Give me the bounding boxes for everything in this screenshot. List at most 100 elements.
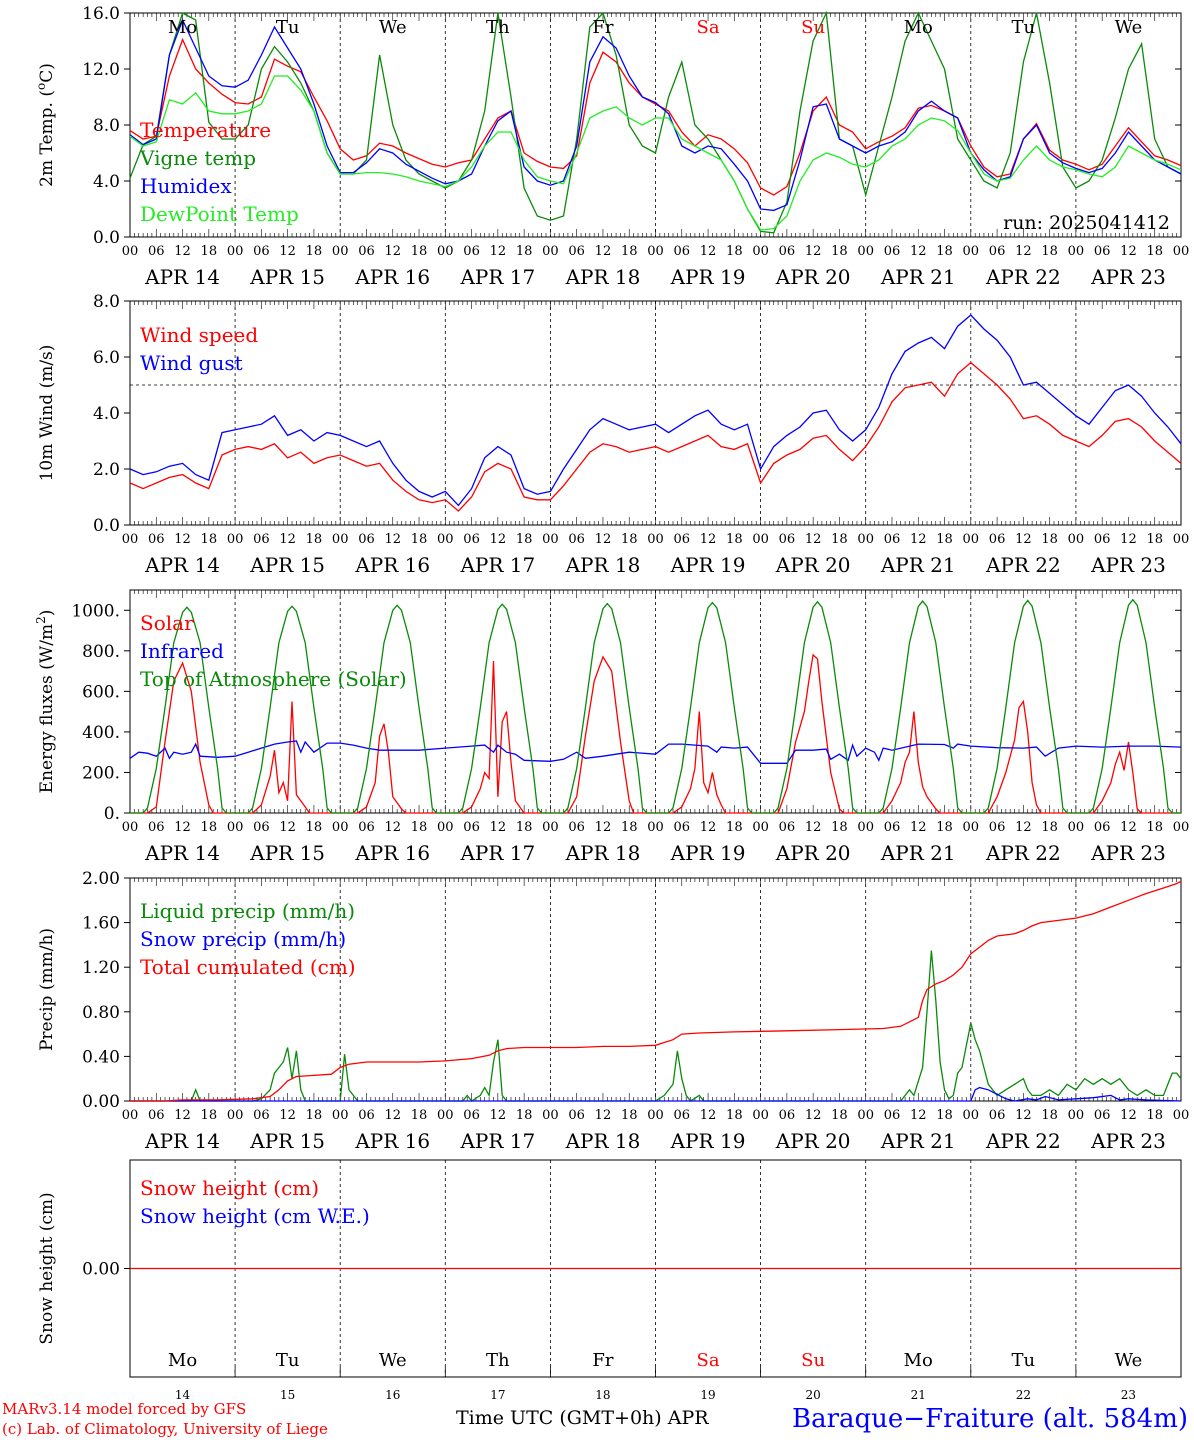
hour-tick-label: 18 xyxy=(1146,820,1163,835)
y-tick-label: 0.40 xyxy=(82,1047,120,1067)
hour-tick-label: 12 xyxy=(910,1108,927,1123)
y-axis-title: 2m Temp. (oC) xyxy=(34,63,57,187)
hour-tick-label: 18 xyxy=(516,820,533,835)
hour-tick-label: 00 xyxy=(542,1108,559,1123)
hour-tick-label: 06 xyxy=(989,1108,1006,1123)
hour-tick-label: 12 xyxy=(1015,244,1032,259)
legend-entry: Vigne temp xyxy=(139,146,256,170)
y-tick-label: 800. xyxy=(82,642,120,662)
hour-tick-label: 12 xyxy=(805,820,822,835)
weekday-label: Mo xyxy=(168,1350,197,1371)
station-title: Baraque−Fraiture (alt. 584m) xyxy=(792,1404,1188,1434)
day-number-label: 15 xyxy=(280,1388,295,1402)
hour-tick-label: 12 xyxy=(279,820,296,835)
hour-tick-label: 18 xyxy=(936,532,953,547)
hour-tick-label: 18 xyxy=(516,244,533,259)
date-label: APR 23 xyxy=(1090,1129,1166,1153)
hour-tick-label: 18 xyxy=(1041,244,1058,259)
day-number-label: 14 xyxy=(175,1388,191,1402)
hour-tick-label: 18 xyxy=(201,1108,218,1123)
hour-tick-label: 06 xyxy=(779,532,796,547)
hour-tick-label: 00 xyxy=(647,820,664,835)
hour-tick-label: 00 xyxy=(1068,1108,1085,1123)
weekday-label: Th xyxy=(486,1350,510,1371)
day-number-label: 19 xyxy=(700,1388,715,1402)
hour-tick-label: 00 xyxy=(1173,532,1190,547)
hour-tick-label: 12 xyxy=(910,532,927,547)
date-label: APR 20 xyxy=(775,1129,851,1153)
hour-tick-label: 12 xyxy=(595,244,612,259)
hour-tick-label: 06 xyxy=(568,1108,585,1123)
hour-tick-label: 12 xyxy=(805,244,822,259)
hour-tick-label: 00 xyxy=(122,532,139,547)
hour-tick-label: 12 xyxy=(1015,820,1032,835)
legend-entry: Total cumulated (cm) xyxy=(140,955,356,979)
hour-tick-label: 00 xyxy=(857,820,874,835)
hour-tick-label: 06 xyxy=(358,244,375,259)
legend-entry: Wind speed xyxy=(140,323,258,347)
legend-entry: Snow height (cm W.E.) xyxy=(140,1204,370,1228)
legend-entry: Solar xyxy=(140,611,194,635)
model-credit: MARv3.14 model forced by GFS xyxy=(2,1400,246,1418)
hour-tick-label: 00 xyxy=(437,820,454,835)
hour-tick-label: 18 xyxy=(201,532,218,547)
date-label: APR 23 xyxy=(1090,265,1166,289)
hour-tick-label: 00 xyxy=(647,1108,664,1123)
y-axis-unit: C) xyxy=(37,63,57,83)
hour-tick-label: 12 xyxy=(174,244,191,259)
hour-tick-label: 00 xyxy=(1068,244,1085,259)
hour-tick-label: 12 xyxy=(1015,1108,1032,1123)
hour-tick-label: 06 xyxy=(674,532,691,547)
hour-tick-label: 12 xyxy=(910,244,927,259)
y-axis-title: 10m Wind (m/s) xyxy=(37,345,57,482)
day-number-label: 21 xyxy=(911,1388,926,1402)
weekday-label: Fr xyxy=(592,1350,613,1371)
hour-tick-label: 00 xyxy=(752,244,769,259)
panel-wind: 0.0 2.0 4.0 6.0 8.0 10m Wind (m/s) Wind speed W… xyxy=(37,292,1189,577)
series-line-solar xyxy=(130,653,1181,814)
superscript: 2 xyxy=(34,616,48,624)
hour-tick-label: 18 xyxy=(411,532,428,547)
series-line-infrared xyxy=(129,740,1182,764)
y-tick-label: 6.0 xyxy=(93,348,120,368)
hour-tick-label: 00 xyxy=(437,532,454,547)
date-label: APR 20 xyxy=(775,553,851,577)
hour-tick-label: 00 xyxy=(857,532,874,547)
hour-tick-label: 00 xyxy=(332,244,349,259)
hour-tick-label: 00 xyxy=(963,244,980,259)
hour-tick-label: 12 xyxy=(1120,244,1137,259)
hour-tick-label: 18 xyxy=(1146,244,1163,259)
hour-tick-label: 06 xyxy=(779,1108,796,1123)
y-tick-label: 4.0 xyxy=(93,172,120,192)
y-tick-label: 0. xyxy=(104,804,120,824)
hour-tick-label: 18 xyxy=(201,820,218,835)
y-tick-label: 2.0 xyxy=(93,460,120,480)
hour-tick-label: 00 xyxy=(857,1108,874,1123)
y-axis-title: Precip (mm/h) xyxy=(37,928,57,1051)
y-axis-unit: ) xyxy=(37,610,57,617)
hour-tick-label: 00 xyxy=(963,820,980,835)
hour-tick-label: 12 xyxy=(384,244,401,259)
date-label: APR 22 xyxy=(985,1129,1061,1153)
hour-tick-label: 06 xyxy=(463,1108,480,1123)
hour-tick-label: 06 xyxy=(148,1108,165,1123)
series-line-wind-gust xyxy=(129,314,1182,507)
hour-tick-label: 18 xyxy=(411,820,428,835)
y-tick-label: 16.0 xyxy=(82,4,120,24)
hour-tick-label: 18 xyxy=(411,244,428,259)
hour-tick-label: 18 xyxy=(306,1108,323,1123)
hour-tick-label: 00 xyxy=(1068,820,1085,835)
hour-tick-label: 18 xyxy=(1041,1108,1058,1123)
date-label: APR 18 xyxy=(565,841,641,865)
hour-tick-label: 18 xyxy=(1041,532,1058,547)
hour-tick-label: 12 xyxy=(805,1108,822,1123)
date-label: APR 14 xyxy=(144,553,220,577)
day-number-label: 18 xyxy=(595,1388,610,1402)
hour-tick-label: 06 xyxy=(989,244,1006,259)
y-tick-label: 0.0 xyxy=(93,228,120,248)
hour-tick-label: 12 xyxy=(1015,532,1032,547)
weekday-label: Sa xyxy=(697,17,720,38)
date-label: APR 15 xyxy=(249,1129,325,1153)
hour-tick-label: 12 xyxy=(174,532,191,547)
lab-credit: (c) Lab. of Climatology, University of L… xyxy=(2,1420,328,1438)
